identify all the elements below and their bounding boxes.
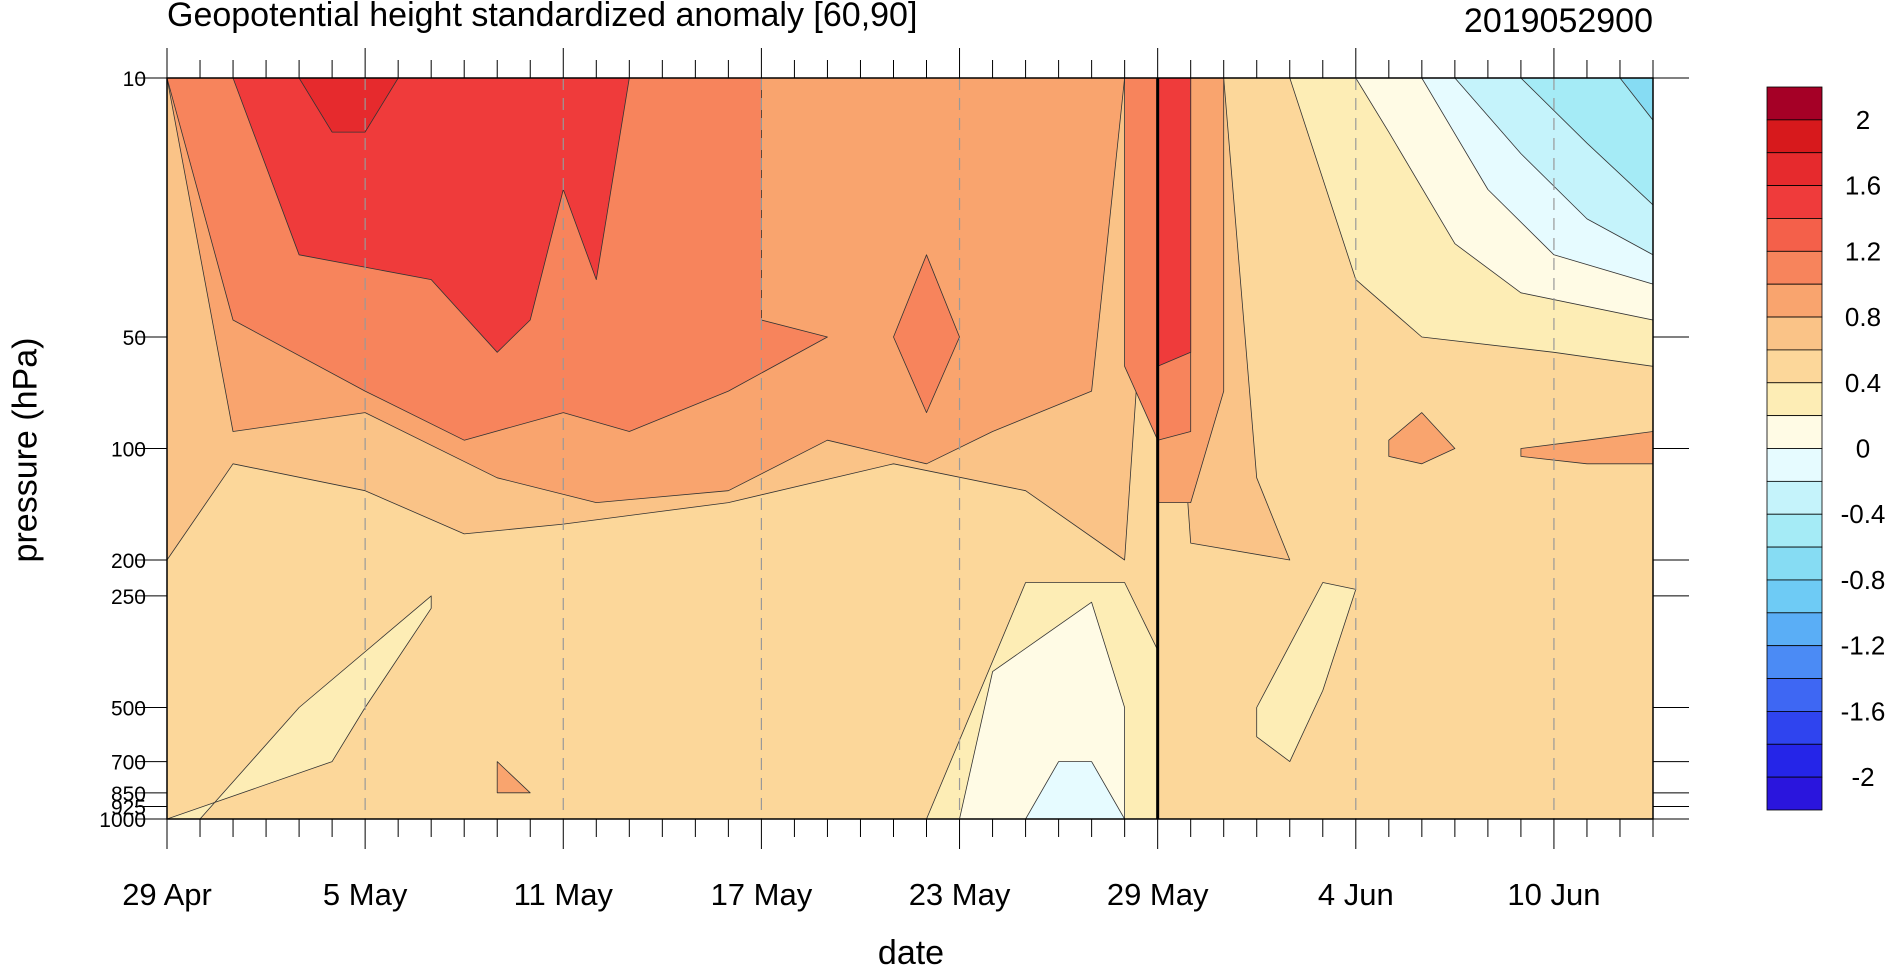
- colorbar-box-10: [1766, 415, 1823, 449]
- colorbar-box-17: [1766, 645, 1823, 679]
- contour-region-11: [1619, 78, 1653, 121]
- colorbar-box-15: [1766, 579, 1823, 614]
- colorbar-box-3: [1766, 185, 1823, 219]
- colorbar-label-0: 2: [1856, 105, 1870, 135]
- contour-fill-layer: [167, 78, 1653, 819]
- colorbar-box-6: [1766, 283, 1823, 318]
- contour-region-23: [298, 78, 399, 133]
- axis-layer: 29 Apr 5 May 11 May 17 May 23 May 29 May 4 Jun…: [99, 48, 1689, 912]
- grid-layer: [364, 78, 1555, 819]
- x-tick-label-4: 23 May: [909, 877, 1011, 912]
- y-tick-label-2: 100: [111, 439, 146, 462]
- y-tick-label-8: 925: [111, 796, 146, 819]
- y-tick-label-4: 250: [111, 586, 146, 609]
- x-tick-label-2: 11 May: [514, 877, 614, 912]
- colorbar-box-9: [1766, 382, 1823, 417]
- y-tick-label-3: 200: [111, 550, 146, 573]
- colorbar-box-11: [1766, 448, 1823, 482]
- chart-title: Geopotential height standardized anomaly…: [167, 0, 918, 34]
- y-tick-label-5: 500: [111, 697, 146, 720]
- colorbar-box-12: [1766, 480, 1823, 515]
- colorbar-label-8: -1.2: [1841, 631, 1886, 661]
- colorbar: 2 1.6 1.2 0.8 0.4 0 -0.4 -0.8 -1.2 -1.6 -2: [1766, 86, 1886, 811]
- colorbar-box-2: [1766, 152, 1823, 186]
- contour-region-21: [232, 78, 630, 353]
- colorbar-box-20: [1766, 743, 1823, 778]
- contour-region-4: [1025, 761, 1125, 819]
- colorbar-box-1: [1766, 119, 1823, 154]
- colorbar-label-3: 0.8: [1845, 302, 1881, 332]
- y-tick-label-9: 1000: [99, 809, 146, 832]
- colorbar-label-6: -0.4: [1841, 499, 1886, 529]
- y-tick-label-7: 850: [111, 783, 146, 806]
- contour-region-19: [893, 254, 960, 414]
- contour-region-24: [496, 761, 531, 794]
- y-tick-label-0: 10: [123, 68, 146, 91]
- x-tick-label-7: 10 Jun: [1507, 877, 1600, 912]
- colorbar-box-0: [1766, 86, 1823, 121]
- contour-region-1: [167, 595, 432, 819]
- colorbar-box-5: [1766, 250, 1823, 285]
- x-axis-label: date: [877, 934, 945, 972]
- colorbar-box-8: [1766, 349, 1823, 384]
- contour-region-17: [1520, 431, 1653, 465]
- colorbar-box-16: [1766, 612, 1823, 647]
- colorbar-label-7: -0.8: [1841, 565, 1886, 595]
- colorbar-label-9: -1.6: [1841, 696, 1886, 726]
- colorbar-label-10: -2: [1851, 762, 1874, 792]
- x-tick-label-3: 17 May: [711, 877, 813, 912]
- y-tick-label-6: 700: [111, 752, 146, 775]
- colorbar-box-4: [1766, 218, 1823, 252]
- colorbar-label-5: 0: [1856, 434, 1870, 464]
- x-tick-label-1: 5 May: [323, 877, 408, 912]
- colorbar-label-1: 1.6: [1845, 171, 1881, 201]
- contour-region-16: [1388, 412, 1456, 465]
- x-tick-label-0: 29 Apr: [122, 877, 212, 912]
- y-tick-label-1: 50: [123, 327, 146, 350]
- colorbar-box-21: [1766, 776, 1823, 811]
- colorbar-box-13: [1766, 513, 1823, 548]
- contour-region-22: [1157, 78, 1192, 367]
- x-tick-label-6: 4 Jun: [1318, 877, 1394, 912]
- colorbar-box-14: [1766, 546, 1823, 581]
- colorbar-box-7: [1766, 316, 1823, 351]
- chart-date-label: 2019052900: [1463, 2, 1653, 40]
- y-axis-label: pressure (hPa): [6, 337, 45, 563]
- colorbar-label-4: 0.4: [1845, 368, 1881, 398]
- colorbar-label-2: 1.2: [1845, 236, 1881, 266]
- colorbar-box-19: [1766, 711, 1823, 745]
- x-tick-label-5: 29 May: [1107, 877, 1209, 912]
- colorbar-box-18: [1766, 678, 1823, 712]
- contour-region-5: [1256, 582, 1357, 762]
